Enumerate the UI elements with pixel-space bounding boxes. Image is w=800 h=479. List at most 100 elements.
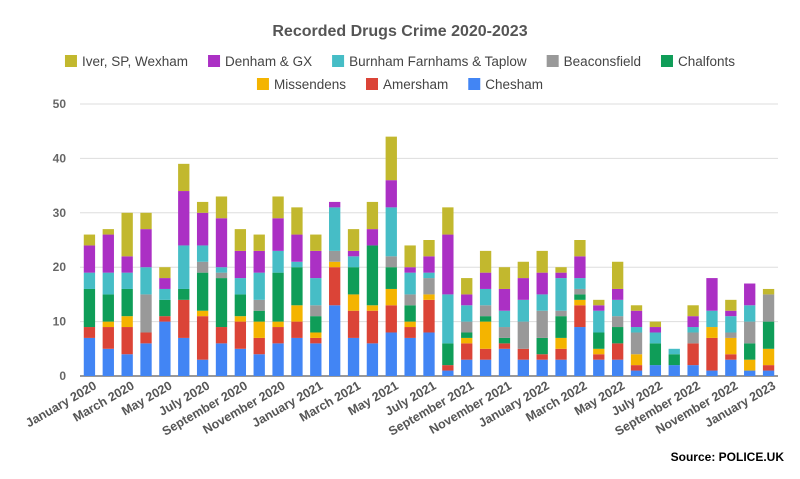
bar-missendens-february-2020	[102, 321, 114, 328]
bar-burnham-farnhams-taplow-september-2020	[234, 278, 247, 295]
bar-chalfonts-august-2020	[215, 278, 228, 328]
bar-burnham-farnhams-taplow-october-2020	[253, 272, 265, 300]
legend-item-amersham[interactable]: Amersham	[366, 77, 448, 92]
legend-label: Missendens	[274, 77, 346, 92]
bar-denham-gx-february-2022	[555, 272, 567, 279]
legend-item-chalfonts[interactable]: Chalfonts	[660, 54, 735, 69]
bar-burnham-farnhams-taplow-october-2021	[479, 288, 492, 306]
bar-chesham-march-2020	[121, 354, 133, 376]
bar-chalfonts-may-2020	[159, 299, 171, 317]
bar-missendens-december-2022	[744, 359, 756, 371]
bar-iver-sp-wexham-june-2022	[630, 305, 643, 311]
bar-denham-gx-february-2021	[329, 201, 341, 208]
bar-missendens-february-2022	[555, 337, 567, 349]
bar-amersham-july-2020	[196, 316, 209, 360]
bar-chesham-october-2022	[706, 370, 718, 376]
bar-chesham-september-2022	[687, 365, 699, 376]
bar-chalfonts-december-2020	[291, 267, 303, 306]
bar-iver-sp-wexham-march-2020	[121, 212, 133, 257]
bar-denham-gx-april-2022	[593, 305, 605, 311]
bar-beaconsfield-december-2022	[744, 321, 756, 344]
legend-label: Iver, SP, Wexham	[82, 54, 188, 69]
bar-iver-sp-wexham-may-2021	[385, 136, 397, 181]
legend-item-iver-sp-wexham[interactable]: Iver, SP, Wexham	[64, 54, 188, 69]
bar-denham-gx-june-2022	[630, 310, 643, 328]
bar-missendens-june-2022	[630, 354, 643, 366]
bar-chalfonts-march-2020	[121, 288, 133, 317]
bar-amersham-august-2020	[215, 327, 228, 344]
bar-iver-sp-wexham-september-2021	[461, 278, 473, 295]
bar-denham-gx-april-2020	[140, 229, 152, 268]
legend-item-chesham[interactable]: Chesham	[468, 77, 543, 92]
bar-chesham-october-2021	[479, 359, 492, 376]
bar-iver-sp-wexham-november-2022	[725, 299, 737, 311]
bar-denham-gx-october-2022	[706, 278, 718, 311]
bar-denham-gx-may-2022	[611, 288, 624, 300]
bar-iver-sp-wexham-september-2022	[687, 305, 699, 317]
bar-iver-sp-wexham-june-2020	[178, 163, 190, 192]
bar-burnham-farnhams-taplow-february-2022	[555, 278, 567, 311]
bar-chalfonts-august-2022	[668, 354, 680, 366]
bar-beaconsfield-february-2022	[555, 310, 567, 317]
bar-missendens-april-2022	[593, 348, 605, 355]
bar-burnham-farnhams-taplow-may-2022	[611, 299, 624, 317]
legend-swatch	[64, 55, 77, 67]
bar-chalfonts-june-2020	[178, 288, 190, 300]
legend-item-beaconsfield[interactable]: Beaconsfield	[546, 54, 641, 69]
bar-burnham-farnhams-taplow-june-2020	[178, 245, 190, 289]
bar-beaconsfield-february-2021	[329, 250, 341, 262]
bar-iver-sp-wexham-july-2020	[196, 201, 209, 213]
bar-burnham-farnhams-taplow-april-2020	[140, 267, 152, 295]
bar-chesham-may-2022	[611, 359, 624, 376]
bar-burnham-farnhams-taplow-december-2022	[744, 305, 756, 322]
bar-chesham-march-2022	[574, 327, 586, 376]
y-tick-label: 20	[53, 260, 67, 274]
bar-beaconsfield-april-2020	[140, 294, 152, 333]
bar-amersham-january-2023	[762, 365, 775, 371]
bar-missendens-march-2020	[121, 316, 133, 328]
legend-item-denham-gx[interactable]: Denham & GX	[208, 54, 312, 69]
bar-beaconsfield-june-2022	[630, 332, 643, 355]
legend-swatch	[366, 78, 378, 90]
bar-beaconsfield-august-2020	[215, 272, 228, 279]
bar-chalfonts-december-2022	[744, 343, 756, 360]
bar-chalfonts-january-2020	[83, 288, 96, 328]
bar-denham-gx-august-2021	[442, 234, 454, 295]
bar-chesham-july-2021	[423, 332, 435, 376]
bar-missendens-april-2021	[366, 305, 379, 311]
bar-missendens-october-2021	[479, 321, 492, 349]
bar-denham-gx-september-2020	[234, 250, 247, 279]
bar-amersham-march-2021	[347, 310, 360, 338]
bar-chesham-july-2020	[196, 359, 209, 376]
bar-beaconsfield-september-2022	[687, 332, 699, 344]
bar-denham-gx-march-2021	[347, 250, 360, 257]
bar-denham-gx-october-2020	[253, 250, 265, 273]
bar-missendens-january-2021	[310, 332, 322, 338]
bar-beaconsfield-july-2021	[423, 278, 435, 295]
bar-burnham-farnhams-taplow-may-2021	[385, 207, 397, 257]
bar-beaconsfield-july-2020	[196, 261, 209, 273]
bar-denham-gx-february-2020	[102, 234, 114, 273]
legend-swatch	[660, 55, 673, 67]
bar-amersham-may-2020	[159, 316, 171, 322]
bar-missendens-november-2022	[725, 337, 737, 355]
bar-chesham-april-2022	[593, 359, 605, 376]
y-tick-label: 10	[53, 315, 67, 329]
bar-iver-sp-wexham-may-2020	[159, 267, 171, 279]
bar-beaconsfield-january-2023	[762, 294, 775, 322]
bar-denham-gx-july-2020	[196, 212, 209, 246]
bar-burnham-farnhams-taplow-january-2021	[310, 278, 322, 306]
bar-denham-gx-january-2022	[536, 272, 548, 295]
bar-burnham-farnhams-taplow-november-2022	[725, 316, 737, 333]
y-tick-label: 40	[53, 151, 67, 165]
bar-denham-gx-may-2021	[385, 180, 397, 208]
legend-item-burnham-farnhams-taplow[interactable]: Burnham Farnhams & Taplow	[332, 54, 527, 69]
bar-burnham-farnhams-taplow-july-2022	[649, 332, 662, 344]
bar-burnham-farnhams-taplow-may-2020	[159, 288, 171, 300]
bar-denham-gx-january-2020	[83, 245, 96, 273]
bar-amersham-october-2020	[253, 337, 265, 355]
bar-beaconsfield-january-2021	[310, 305, 322, 317]
legend-item-missendens[interactable]: Missendens	[256, 77, 346, 92]
bar-amersham-january-2021	[310, 337, 322, 344]
